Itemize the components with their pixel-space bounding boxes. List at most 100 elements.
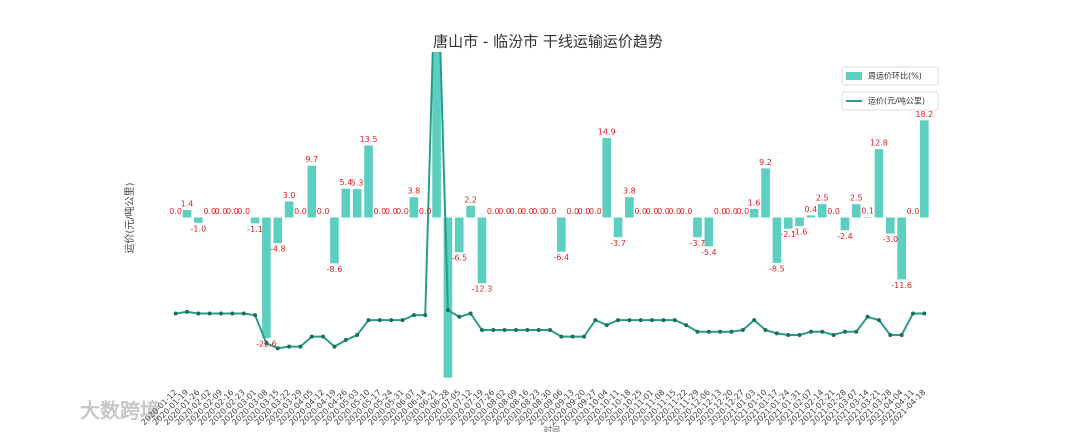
line-point: [559, 334, 564, 339]
line-point: [275, 346, 280, 351]
line-point: [264, 341, 269, 346]
bar: [863, 216, 872, 218]
line-point: [287, 344, 292, 349]
data-label: -3.0: [882, 235, 898, 244]
data-label: 0.0: [385, 207, 398, 216]
data-label: 0.0: [510, 207, 523, 216]
data-label: 0.0: [680, 207, 693, 216]
line-point: [185, 309, 190, 314]
data-label: 1.6: [748, 198, 761, 207]
bar: [454, 217, 464, 253]
line-point: [355, 333, 360, 338]
line-point: [241, 311, 246, 316]
line-point: [321, 334, 326, 339]
data-label: -1.0: [191, 224, 207, 233]
line-point: [661, 318, 666, 323]
bar: [284, 201, 294, 218]
data-label: -3.7: [610, 239, 626, 248]
line-point: [502, 328, 507, 333]
bar: [262, 217, 271, 339]
line-point: [253, 313, 258, 318]
data-label: -11.6: [891, 281, 912, 290]
data-label: 1.4: [181, 200, 194, 209]
line-point: [910, 311, 915, 316]
line-point: [808, 329, 813, 334]
line-point: [627, 318, 632, 323]
data-label: 0.0: [169, 207, 182, 216]
line-point: [343, 337, 348, 342]
data-label: 0.0: [215, 207, 228, 216]
bar: [330, 217, 339, 264]
data-label: 0.0: [203, 207, 216, 216]
data-label: 14.9: [598, 127, 616, 136]
line-point: [820, 329, 825, 334]
data-label: 0.4: [805, 205, 818, 214]
data-label: -3.7: [690, 239, 706, 248]
bar: [806, 215, 816, 218]
line-point: [638, 318, 643, 323]
line-point: [457, 314, 462, 319]
bar: [851, 204, 861, 218]
line-point: [491, 328, 496, 333]
bar: [194, 217, 203, 223]
data-label: 0.0: [373, 207, 386, 216]
bar: [795, 217, 804, 227]
bar: [772, 217, 782, 263]
data-label: -6.4: [554, 253, 570, 262]
bar: [409, 197, 419, 218]
bar: [352, 189, 362, 218]
line-point: [797, 333, 802, 338]
line-point: [377, 318, 382, 323]
bar: [761, 168, 770, 218]
line-point: [570, 334, 575, 339]
line-point: [786, 333, 791, 338]
line-point: [854, 329, 859, 334]
line-point: [831, 333, 836, 338]
bar: [273, 217, 283, 244]
bar: [477, 217, 487, 284]
data-label: 0.0: [487, 207, 500, 216]
data-label: 12.8: [870, 139, 888, 148]
line-point: [899, 333, 904, 338]
data-label: 0.0: [714, 207, 727, 216]
line-point: [332, 344, 337, 349]
bar: [182, 210, 192, 218]
data-label: -12.3: [472, 285, 493, 294]
line-point: [865, 314, 870, 319]
line-point: [684, 323, 689, 328]
bar: [466, 205, 475, 218]
data-label: -6.5: [451, 254, 467, 263]
data-label: -8.6: [327, 265, 343, 274]
data-label: 0.0: [226, 207, 239, 216]
data-label: 2.5: [850, 194, 863, 203]
line-point: [366, 318, 371, 323]
line-layer: [173, 52, 927, 351]
legend-box: [841, 66, 939, 86]
bar: [749, 208, 759, 218]
bar: [693, 217, 702, 238]
x-axis-label: 时间: [544, 425, 560, 432]
line-point: [650, 318, 655, 323]
bar-layer: [171, 52, 929, 378]
line-point: [604, 323, 609, 328]
line-point: [536, 328, 541, 333]
data-label: 0.0: [657, 207, 670, 216]
data-label: -8.5: [769, 264, 785, 273]
line-point: [445, 308, 450, 313]
line-point: [513, 328, 518, 333]
line-point: [548, 328, 552, 333]
data-label: 5.4: [339, 178, 352, 187]
bar: [704, 217, 714, 247]
line-point: [876, 318, 881, 323]
line-point: [196, 311, 201, 316]
data-label: 18.2: [915, 110, 933, 119]
line-point: [695, 329, 700, 334]
data-label: 0.0: [532, 207, 545, 216]
data-label: -1.6: [792, 228, 808, 237]
line-point: [298, 344, 303, 349]
line-point: [389, 318, 394, 323]
data-label: 9.2: [759, 158, 772, 167]
legend-label: 周运价环比(%): [868, 71, 922, 81]
data-label: 0.0: [634, 207, 647, 216]
data-label: -5.4: [701, 248, 717, 257]
